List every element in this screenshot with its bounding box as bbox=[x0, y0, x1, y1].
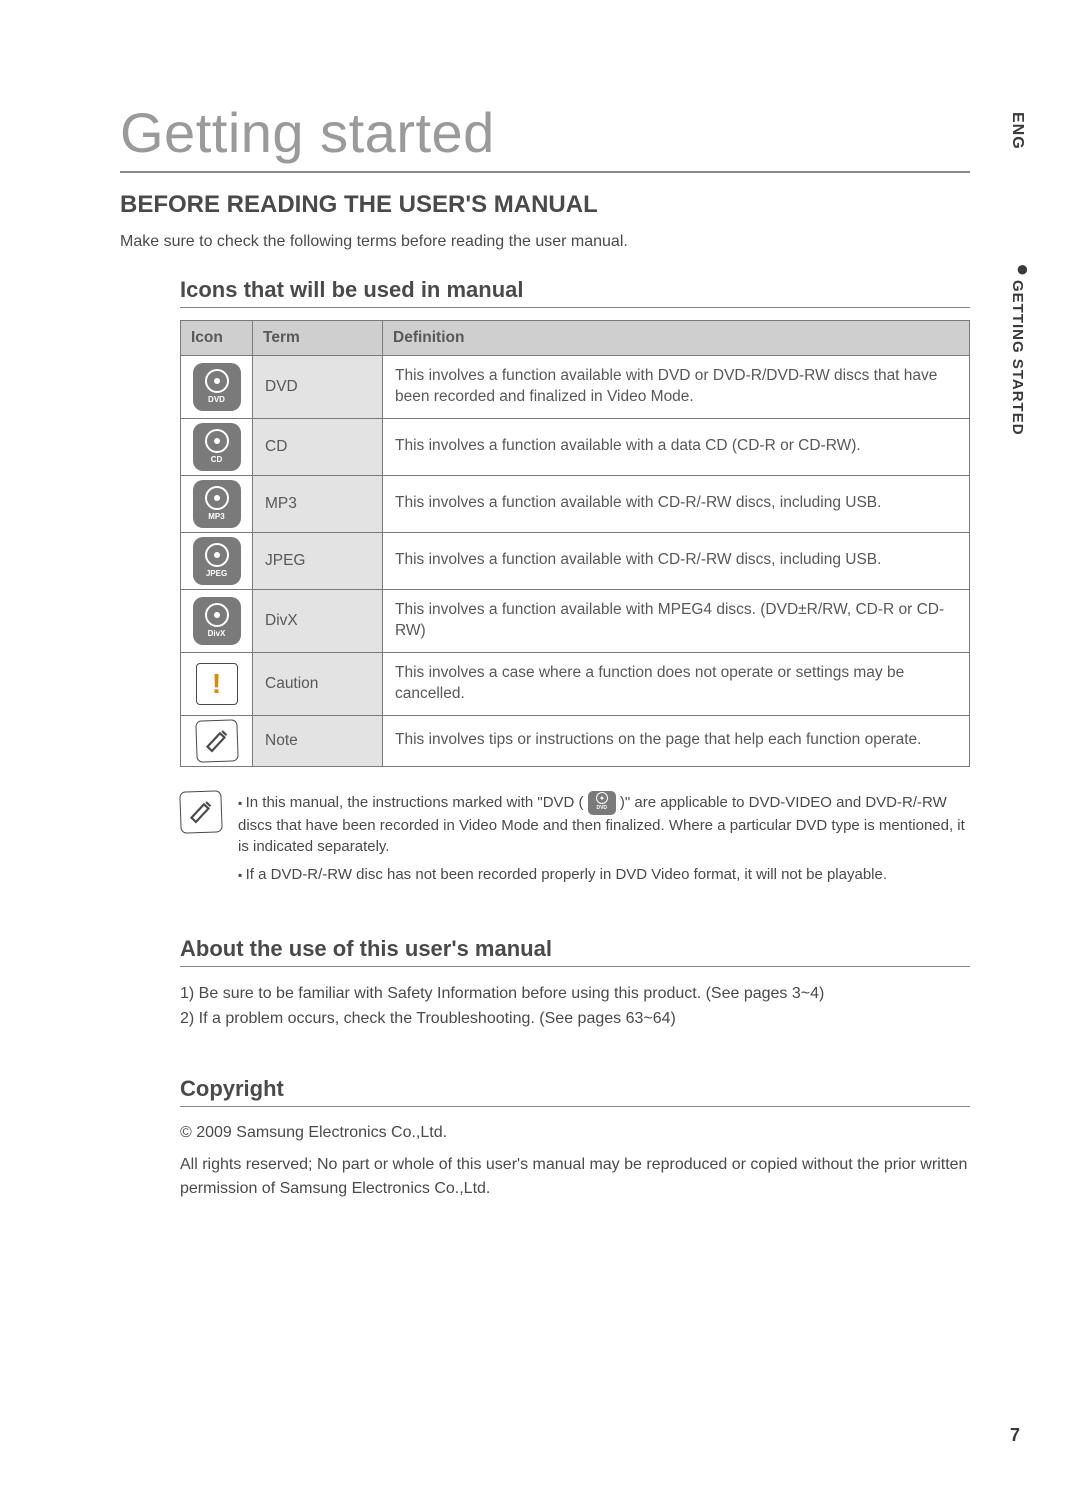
cell-term: MP3 bbox=[253, 475, 383, 532]
cell-term: DivX bbox=[253, 589, 383, 652]
cell-definition: This involves a case where a function do… bbox=[383, 652, 970, 715]
cell-icon: DivX bbox=[181, 589, 253, 652]
table-row: Note This involves tips or instructions … bbox=[181, 715, 970, 766]
icons-table: Icon Term Definition DVD DVD This involv… bbox=[180, 320, 970, 767]
table-header-row: Icon Term Definition bbox=[181, 321, 970, 356]
chapter-title: Getting started bbox=[120, 100, 970, 173]
note-pencil-icon bbox=[195, 719, 238, 762]
language-tab: ENG bbox=[1008, 112, 1026, 150]
section-title: BEFORE READING THE USER'S MANUAL bbox=[120, 191, 970, 219]
dvd-disc-icon: DVD bbox=[193, 363, 241, 411]
about-subheading: About the use of this user's manual bbox=[180, 936, 970, 967]
cell-icon: CD bbox=[181, 418, 253, 475]
cell-definition: This involves a function available with … bbox=[383, 532, 970, 589]
mp3-disc-icon: MP3 bbox=[193, 480, 241, 528]
cell-term: DVD bbox=[253, 356, 383, 419]
table-row: MP3 MP3 This involves a function availab… bbox=[181, 475, 970, 532]
cell-term: JPEG bbox=[253, 532, 383, 589]
divx-disc-icon: DivX bbox=[193, 597, 241, 645]
cell-definition: This involves a function available with … bbox=[383, 589, 970, 652]
table-row: JPEG JPEG This involves a function avail… bbox=[181, 532, 970, 589]
caution-icon: ! bbox=[196, 663, 238, 705]
page-content: Getting started BEFORE READING THE USER'… bbox=[0, 0, 1080, 1201]
note-pencil-icon bbox=[179, 790, 222, 833]
copyright-line: All rights reserved; No part or whole of… bbox=[180, 1153, 970, 1201]
table-row: DivX DivX This involves a function avail… bbox=[181, 589, 970, 652]
cell-definition: This involves a function available with … bbox=[383, 356, 970, 419]
dvd-disc-icon: DVD bbox=[588, 791, 616, 815]
cell-icon: JPEG bbox=[181, 532, 253, 589]
side-bullet: ● bbox=[1016, 256, 1029, 282]
copyright-text: © 2009 Samsung Electronics Co.,Ltd. All … bbox=[180, 1121, 970, 1201]
table-row: CD CD This involves a function available… bbox=[181, 418, 970, 475]
cell-term: Note bbox=[253, 715, 383, 766]
cell-definition: This involves a function available with … bbox=[383, 418, 970, 475]
intro-text: Make sure to check the following terms b… bbox=[120, 233, 970, 251]
list-item: 1) Be sure to be familiar with Safety In… bbox=[180, 981, 970, 1007]
cell-term: Caution bbox=[253, 652, 383, 715]
about-list: 1) Be sure to be familiar with Safety In… bbox=[180, 981, 970, 1032]
th-icon: Icon bbox=[181, 321, 253, 356]
cell-definition: This involves tips or instructions on th… bbox=[383, 715, 970, 766]
copyright-line: © 2009 Samsung Electronics Co.,Ltd. bbox=[180, 1121, 970, 1145]
footnote-item: If a DVD-R/-RW disc has not been recorde… bbox=[238, 864, 970, 886]
cd-disc-icon: CD bbox=[193, 423, 241, 471]
cell-icon bbox=[181, 715, 253, 766]
cell-icon: DVD bbox=[181, 356, 253, 419]
footnote-item: In this manual, the instructions marked … bbox=[238, 791, 970, 859]
cell-definition: This involves a function available with … bbox=[383, 475, 970, 532]
cell-icon: ! bbox=[181, 652, 253, 715]
table-row: ! Caution This involves a case where a f… bbox=[181, 652, 970, 715]
footnote-block: In this manual, the instructions marked … bbox=[180, 791, 970, 892]
jpeg-disc-icon: JPEG bbox=[193, 537, 241, 585]
icons-subheading: Icons that will be used in manual bbox=[180, 277, 970, 308]
side-section-label: GETTING STARTED bbox=[1009, 280, 1026, 436]
page-number: 7 bbox=[1010, 1425, 1020, 1446]
cell-icon: MP3 bbox=[181, 475, 253, 532]
th-definition: Definition bbox=[383, 321, 970, 356]
list-item: 2) If a problem occurs, check the Troubl… bbox=[180, 1006, 970, 1032]
copyright-subheading: Copyright bbox=[180, 1076, 970, 1107]
table-row: DVD DVD This involves a function availab… bbox=[181, 356, 970, 419]
th-term: Term bbox=[253, 321, 383, 356]
cell-term: CD bbox=[253, 418, 383, 475]
